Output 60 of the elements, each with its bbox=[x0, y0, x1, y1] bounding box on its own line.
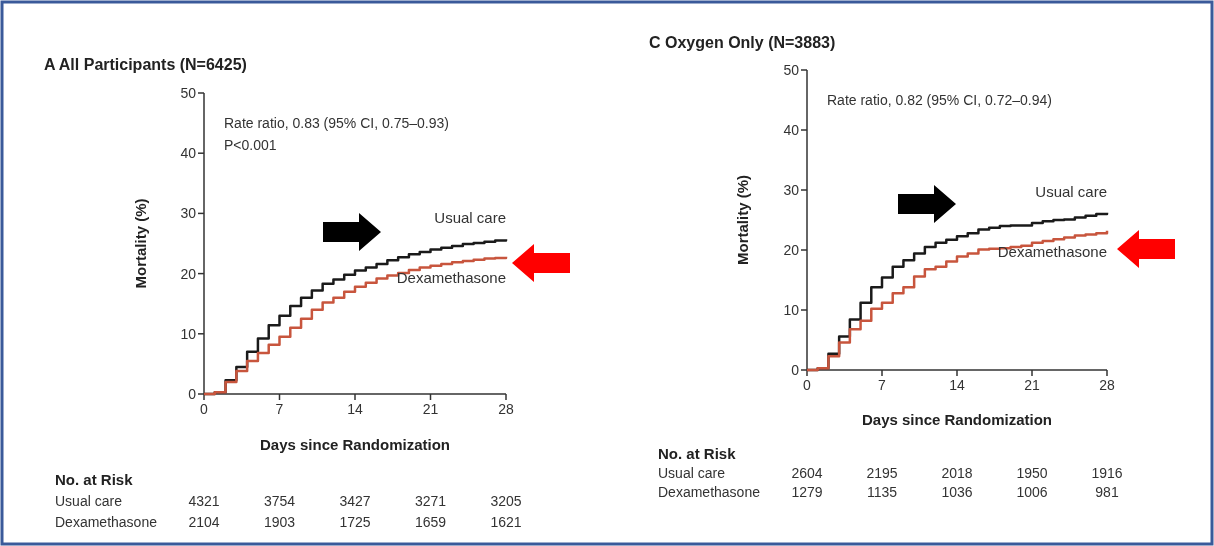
y-tick-label: 30 bbox=[180, 205, 197, 222]
x-tick-label: 14 bbox=[347, 401, 363, 417]
text: 1725 bbox=[339, 514, 371, 530]
series-label: Dexamethasone bbox=[997, 242, 1107, 260]
y-tick-label: 20 bbox=[180, 265, 197, 282]
series-label: Usual care bbox=[1035, 182, 1107, 200]
text: 3205 bbox=[490, 493, 522, 509]
text: 1621 bbox=[490, 514, 522, 530]
y-axis-title: Mortality (%) bbox=[132, 198, 149, 289]
x-axis-title: Days since Randomization bbox=[259, 436, 451, 453]
x-tick-label: 0 bbox=[200, 401, 209, 417]
y-tick-label: 40 bbox=[180, 145, 197, 162]
annotation: Rate ratio, 0.83 (95% CI, 0.75–0.93) bbox=[224, 115, 449, 131]
y-tick-label: 20 bbox=[783, 241, 800, 258]
annotation: Rate ratio, 0.82 (95% CI, 0.72–0.94) bbox=[827, 92, 1052, 108]
chart-title: A All Participants (N=6425) bbox=[44, 56, 247, 73]
text: 1950 bbox=[1016, 465, 1048, 481]
x-axis-title: Days since Randomization bbox=[861, 411, 1053, 428]
text: 3271 bbox=[414, 493, 447, 509]
text: 1903 bbox=[263, 514, 296, 530]
text: 4321 bbox=[188, 493, 220, 509]
text: No. at Risk bbox=[55, 471, 134, 488]
x-tick-label: 0 bbox=[803, 377, 812, 393]
x-tick-label: 7 bbox=[878, 377, 887, 393]
text: No. at Risk bbox=[658, 445, 737, 462]
y-tick-label: 40 bbox=[783, 121, 800, 138]
text: 3427 bbox=[339, 493, 371, 509]
text: 2104 bbox=[188, 514, 220, 530]
text: Dexamethasone bbox=[658, 484, 760, 500]
x-tick-label: 28 bbox=[1099, 377, 1115, 393]
text: 3754 bbox=[263, 493, 296, 509]
text: 1916 bbox=[1091, 465, 1123, 481]
y-tick-label: 30 bbox=[783, 181, 800, 198]
text: Dexamethasone bbox=[55, 514, 157, 530]
chart-title: C Oxygen Only (N=3883) bbox=[649, 34, 836, 51]
y-tick-label: 0 bbox=[791, 361, 800, 378]
text: 1036 bbox=[941, 484, 973, 500]
text: Usual care bbox=[55, 493, 122, 509]
text: 2195 bbox=[866, 465, 898, 481]
annotation: P<0.001 bbox=[224, 137, 277, 153]
y-tick-label: 10 bbox=[180, 325, 197, 342]
x-tick-label: 7 bbox=[275, 401, 284, 417]
text: Usual care bbox=[658, 465, 725, 481]
text: 1279 bbox=[791, 484, 823, 500]
x-tick-label: 21 bbox=[422, 401, 439, 417]
y-tick-label: 10 bbox=[783, 301, 800, 318]
series-label: Dexamethasone bbox=[396, 268, 506, 286]
y-tick-label: 50 bbox=[783, 61, 800, 78]
text: 981 bbox=[1095, 484, 1119, 500]
text: 1006 bbox=[1016, 484, 1048, 500]
text: 2604 bbox=[791, 465, 823, 481]
x-tick-label: 14 bbox=[949, 377, 965, 393]
y-tick-label: 50 bbox=[180, 84, 197, 101]
text: 1135 bbox=[866, 484, 898, 500]
y-axis-title: Mortality (%) bbox=[734, 175, 751, 265]
series-label: Usual care bbox=[434, 209, 506, 227]
text: 1659 bbox=[414, 514, 447, 530]
text: 2018 bbox=[941, 465, 973, 481]
x-tick-label: 21 bbox=[1024, 377, 1040, 393]
x-tick-label: 28 bbox=[498, 401, 514, 417]
